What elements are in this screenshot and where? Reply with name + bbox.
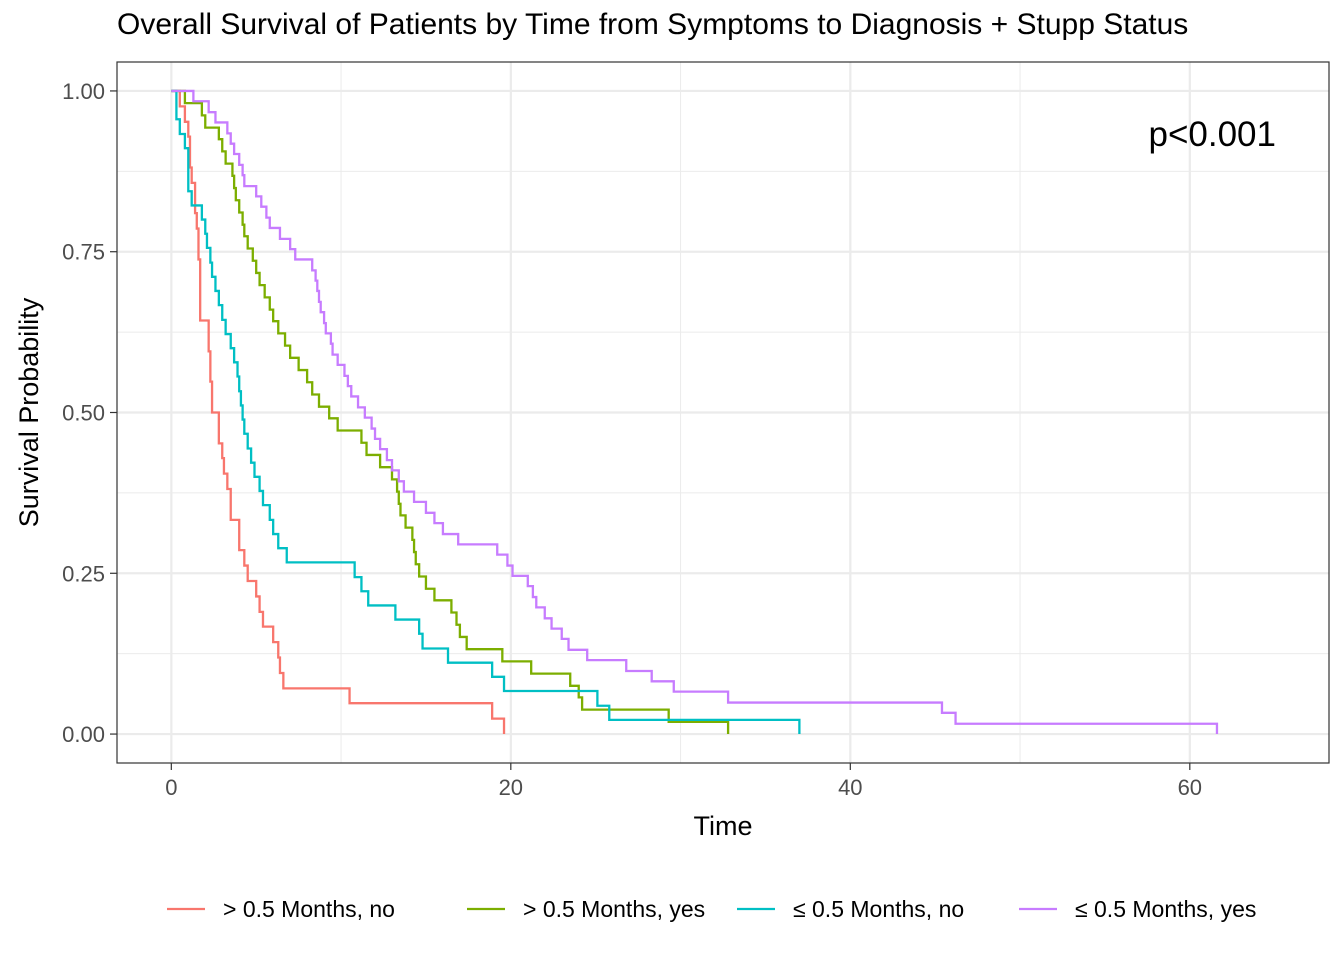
legend-label-2: > 0.5 Months, yes: [523, 896, 705, 922]
x-tick-label: 60: [1178, 775, 1202, 800]
x-axis-title: Time: [694, 811, 753, 841]
p-value-annotation: p<0.001: [1149, 115, 1277, 154]
y-tick-label: 1.00: [62, 79, 105, 104]
grid: [117, 62, 1329, 763]
chart-title: Overall Survival of Patients by Time fro…: [117, 8, 1189, 41]
survival-curves: [171, 89, 1219, 735]
x-tick-label: 20: [499, 775, 523, 800]
survival-curve-4: [171, 89, 1219, 735]
x-tick-label: 0: [165, 775, 177, 800]
y-tick-label: 0.25: [62, 561, 105, 586]
y-tick-label: 0.00: [62, 722, 105, 747]
survival-curve-2: [171, 89, 730, 735]
y-tick-label: 0.75: [62, 240, 105, 265]
legend-label-1: > 0.5 Months, no: [223, 896, 395, 922]
survival-curve-1: [171, 89, 506, 735]
axes: 0 20 40 60 0.00 0.25 0.50 0.75 1.00: [62, 79, 1202, 800]
survival-curve-3: [171, 89, 801, 735]
legend-label-3: ≤ 0.5 Months, no: [793, 896, 964, 922]
y-axis-title: Survival Probability: [14, 297, 44, 527]
x-tick-label: 40: [838, 775, 862, 800]
legend: > 0.5 Months, no > 0.5 Months, yes ≤ 0.5 M…: [167, 896, 1256, 922]
y-tick-label: 0.50: [62, 401, 105, 426]
legend-label-4: ≤ 0.5 Months, yes: [1075, 896, 1256, 922]
